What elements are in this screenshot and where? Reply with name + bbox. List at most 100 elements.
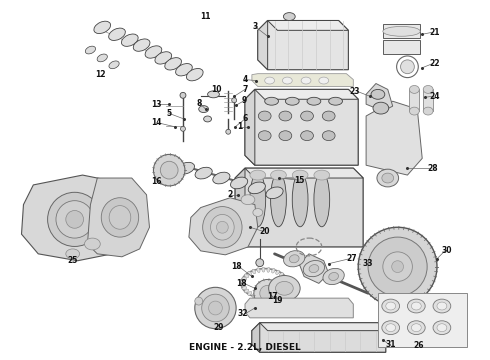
Ellipse shape bbox=[301, 111, 314, 121]
Ellipse shape bbox=[257, 294, 260, 299]
Ellipse shape bbox=[271, 269, 275, 273]
Ellipse shape bbox=[386, 324, 395, 332]
Text: 24: 24 bbox=[429, 92, 440, 101]
Polygon shape bbox=[268, 21, 348, 30]
Ellipse shape bbox=[186, 68, 203, 81]
Polygon shape bbox=[235, 168, 245, 247]
Text: 2: 2 bbox=[227, 190, 232, 199]
Text: 1: 1 bbox=[237, 122, 242, 131]
Ellipse shape bbox=[320, 305, 328, 311]
Text: 28: 28 bbox=[427, 164, 438, 173]
Ellipse shape bbox=[242, 287, 246, 290]
Bar bbox=[383, 40, 420, 54]
Ellipse shape bbox=[377, 169, 398, 187]
Ellipse shape bbox=[250, 172, 266, 227]
Ellipse shape bbox=[284, 282, 289, 285]
Text: 15: 15 bbox=[294, 176, 305, 185]
Ellipse shape bbox=[195, 287, 236, 329]
Ellipse shape bbox=[258, 131, 271, 141]
Ellipse shape bbox=[322, 111, 335, 121]
Ellipse shape bbox=[300, 305, 308, 311]
Ellipse shape bbox=[282, 275, 286, 279]
Ellipse shape bbox=[408, 299, 425, 313]
Text: 25: 25 bbox=[68, 256, 78, 265]
Ellipse shape bbox=[153, 154, 185, 186]
Ellipse shape bbox=[66, 211, 83, 228]
Ellipse shape bbox=[101, 198, 139, 237]
Ellipse shape bbox=[307, 97, 321, 105]
Ellipse shape bbox=[322, 131, 335, 141]
Ellipse shape bbox=[145, 46, 162, 58]
Text: 11: 11 bbox=[200, 12, 211, 21]
Text: 18: 18 bbox=[236, 279, 247, 288]
Ellipse shape bbox=[433, 321, 451, 334]
Ellipse shape bbox=[241, 280, 245, 283]
Ellipse shape bbox=[303, 261, 324, 277]
Text: 31: 31 bbox=[386, 340, 396, 349]
Ellipse shape bbox=[122, 34, 138, 46]
Ellipse shape bbox=[241, 283, 245, 287]
Ellipse shape bbox=[282, 77, 292, 84]
Ellipse shape bbox=[109, 28, 125, 40]
Ellipse shape bbox=[276, 292, 279, 297]
Ellipse shape bbox=[248, 182, 266, 194]
Ellipse shape bbox=[283, 285, 288, 288]
Text: 21: 21 bbox=[429, 28, 440, 37]
Ellipse shape bbox=[250, 170, 266, 180]
Ellipse shape bbox=[382, 299, 399, 313]
Ellipse shape bbox=[267, 267, 270, 272]
Ellipse shape bbox=[248, 291, 252, 296]
Ellipse shape bbox=[319, 77, 329, 84]
Polygon shape bbox=[410, 89, 419, 111]
Text: 10: 10 bbox=[211, 85, 221, 94]
Ellipse shape bbox=[260, 285, 275, 301]
Ellipse shape bbox=[358, 227, 437, 306]
Ellipse shape bbox=[265, 97, 278, 105]
Ellipse shape bbox=[177, 162, 195, 174]
Ellipse shape bbox=[371, 89, 385, 99]
Ellipse shape bbox=[340, 305, 347, 311]
Polygon shape bbox=[88, 178, 149, 257]
Ellipse shape bbox=[230, 177, 247, 189]
Ellipse shape bbox=[314, 172, 330, 227]
Ellipse shape bbox=[400, 60, 415, 74]
Text: 27: 27 bbox=[346, 254, 357, 263]
Ellipse shape bbox=[423, 85, 433, 93]
Ellipse shape bbox=[290, 255, 299, 263]
Ellipse shape bbox=[314, 170, 330, 180]
Ellipse shape bbox=[195, 167, 212, 179]
Ellipse shape bbox=[267, 294, 270, 300]
Ellipse shape bbox=[265, 77, 274, 84]
Ellipse shape bbox=[270, 172, 286, 227]
Ellipse shape bbox=[279, 290, 283, 294]
Ellipse shape bbox=[208, 91, 220, 98]
Polygon shape bbox=[245, 298, 353, 318]
Ellipse shape bbox=[433, 299, 451, 313]
Text: 3: 3 bbox=[252, 22, 258, 31]
Polygon shape bbox=[423, 89, 433, 111]
Polygon shape bbox=[245, 168, 363, 178]
Ellipse shape bbox=[292, 170, 308, 180]
Ellipse shape bbox=[175, 64, 192, 76]
Ellipse shape bbox=[437, 302, 447, 310]
Text: 4: 4 bbox=[243, 75, 248, 84]
Text: 12: 12 bbox=[95, 70, 105, 79]
Ellipse shape bbox=[329, 273, 339, 280]
Ellipse shape bbox=[97, 54, 107, 62]
Ellipse shape bbox=[285, 97, 299, 105]
Ellipse shape bbox=[266, 187, 283, 199]
Ellipse shape bbox=[323, 268, 344, 285]
Text: 26: 26 bbox=[414, 341, 424, 350]
Text: 30: 30 bbox=[442, 246, 452, 255]
Polygon shape bbox=[299, 254, 329, 283]
Polygon shape bbox=[245, 89, 358, 165]
Text: 23: 23 bbox=[350, 87, 360, 96]
Ellipse shape bbox=[301, 77, 311, 84]
Text: ENGINE - 2.2L, DIESEL: ENGINE - 2.2L, DIESEL bbox=[189, 343, 301, 352]
Ellipse shape bbox=[279, 111, 292, 121]
Text: 18: 18 bbox=[231, 262, 242, 271]
Ellipse shape bbox=[245, 289, 249, 293]
Polygon shape bbox=[366, 101, 422, 175]
Ellipse shape bbox=[412, 302, 421, 310]
Ellipse shape bbox=[253, 208, 263, 216]
